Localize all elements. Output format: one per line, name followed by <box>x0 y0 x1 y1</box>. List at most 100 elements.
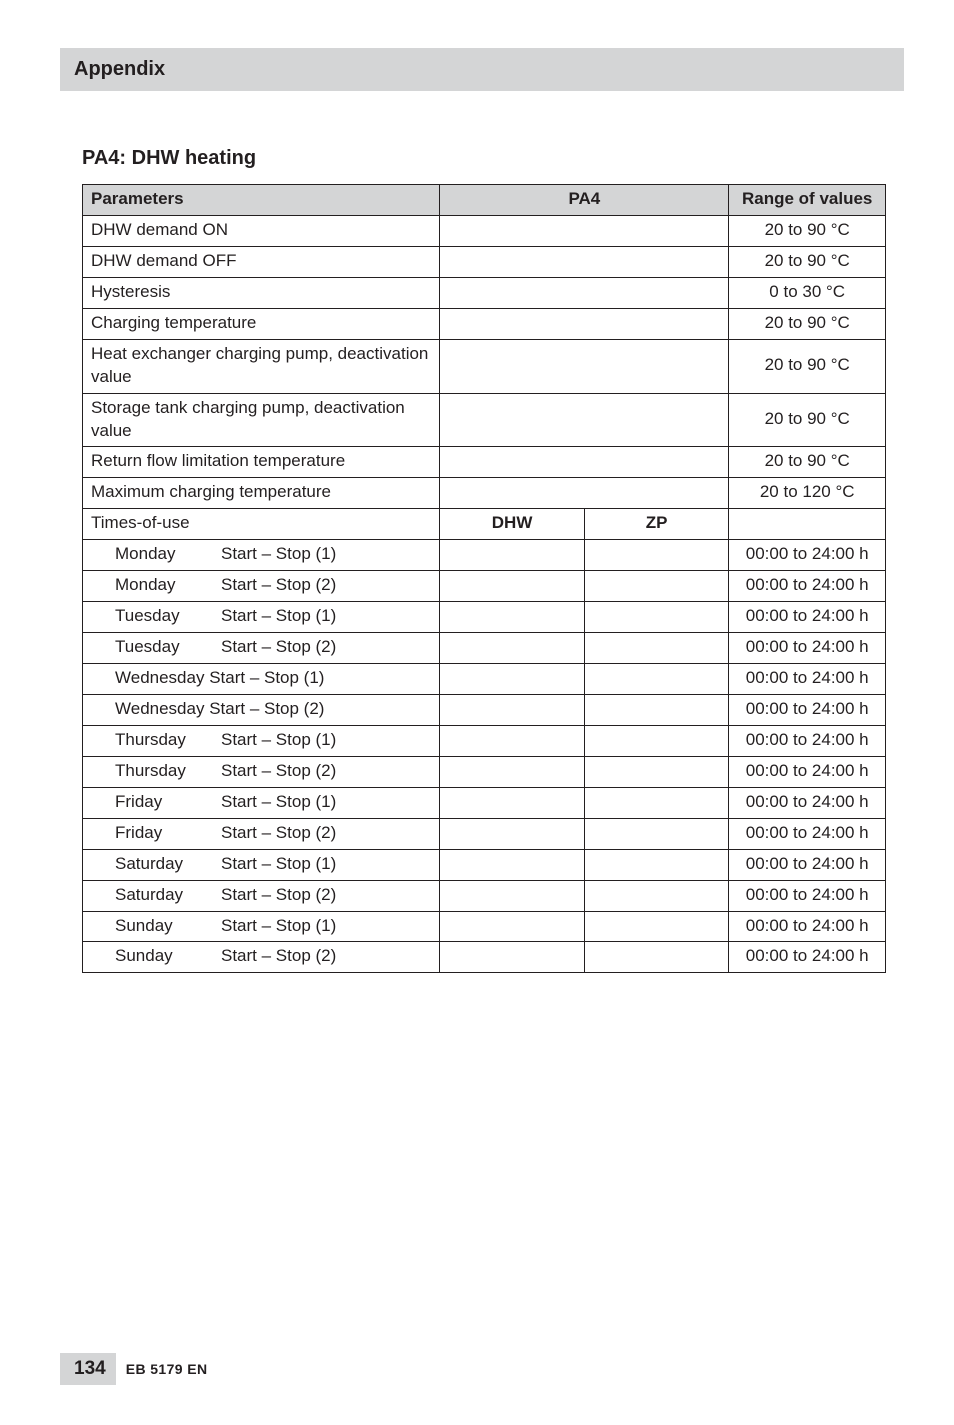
header-bar: Appendix <box>60 48 904 91</box>
schedule-param-cell: SaturdayStart – Stop (2) <box>83 880 440 911</box>
value-cell <box>440 447 729 478</box>
range-cell: 00:00 to 24:00 h <box>729 942 886 973</box>
range-cell: 00:00 to 24:00 h <box>729 880 886 911</box>
range-cell: 20 to 90 °C <box>729 215 886 246</box>
table-row: DHW demand ON 20 to 90 °C <box>83 215 886 246</box>
table-row: Maximum charging temperature20 to 120 °C <box>83 478 886 509</box>
slot-label: Start – Stop (1) <box>221 854 336 873</box>
range-cell: 00:00 to 24:00 h <box>729 756 886 787</box>
value-cell <box>440 215 729 246</box>
day-label: Monday <box>115 574 221 597</box>
table-header-row: Parameters PA4 Range of values <box>83 185 886 216</box>
range-cell: 20 to 90 °C <box>729 339 886 393</box>
day-label: Sunday <box>115 945 221 968</box>
day-label: Monday <box>115 543 221 566</box>
day-label: Sunday <box>115 915 221 938</box>
schedule-row: TuesdayStart – Stop (2) 00:00 to 24:00 h <box>83 633 886 664</box>
slot-label: Start – Stop (2) <box>221 637 336 656</box>
slot-label: Start – Stop (1) <box>221 544 336 563</box>
dhw-cell <box>440 911 585 942</box>
header-title: Appendix <box>74 58 165 80</box>
zp-cell <box>584 571 729 602</box>
subheader-row: Times-of-use DHW ZP <box>83 509 886 540</box>
schedule-row: Wednesday Start – Stop (2) 00:00 to 24:00… <box>83 694 886 725</box>
zp-cell <box>584 849 729 880</box>
schedule-row: SaturdayStart – Stop (1)00:00 to 24:00 h <box>83 849 886 880</box>
zp-cell <box>584 602 729 633</box>
dhw-cell <box>440 880 585 911</box>
range-cell: 00:00 to 24:00 h <box>729 633 886 664</box>
zp-cell <box>584 633 729 664</box>
subhead-zp: ZP <box>584 509 729 540</box>
dhw-cell <box>440 633 585 664</box>
section-title: PA4: DHW heating <box>82 147 886 170</box>
range-cell: 20 to 120 °C <box>729 478 886 509</box>
dhw-cell <box>440 694 585 725</box>
range-cell: 00:00 to 24:00 h <box>729 694 886 725</box>
range-cell-empty <box>729 509 886 540</box>
schedule-param-cell: MondayStart – Stop (2) <box>83 571 440 602</box>
param-cell: Storage tank charging pump, deactivation… <box>83 393 440 447</box>
day-label: Saturday <box>115 884 221 907</box>
schedule-param-cell: MondayStart – Stop (1) <box>83 540 440 571</box>
schedule-param-cell: TuesdayStart – Stop (2) <box>83 633 440 664</box>
col-header-range: Range of values <box>729 185 886 216</box>
range-cell: 20 to 90 °C <box>729 447 886 478</box>
range-cell: 20 to 90 °C <box>729 308 886 339</box>
zp-cell <box>584 756 729 787</box>
param-cell: Hysteresis <box>83 277 440 308</box>
value-cell <box>440 246 729 277</box>
range-cell: 0 to 30 °C <box>729 277 886 308</box>
value-cell <box>440 339 729 393</box>
range-cell: 00:00 to 24:00 h <box>729 725 886 756</box>
day-label: Saturday <box>115 853 221 876</box>
schedule-row: SaturdayStart – Stop (2) 00:00 to 24:00 h <box>83 880 886 911</box>
range-cell: 00:00 to 24:00 h <box>729 911 886 942</box>
range-cell: 20 to 90 °C <box>729 246 886 277</box>
slot-label: Start – Stop (1) <box>221 730 336 749</box>
param-cell: DHW demand ON <box>83 215 440 246</box>
day-label: Thursday <box>115 760 221 783</box>
schedule-row: FridayStart – Stop (1)00:00 to 24:00 h <box>83 787 886 818</box>
day-label: Tuesday <box>115 605 221 628</box>
value-cell <box>440 478 729 509</box>
dhw-cell <box>440 725 585 756</box>
slot-label: Start – Stop (2) <box>221 946 336 965</box>
dhw-cell <box>440 602 585 633</box>
dhw-cell <box>440 756 585 787</box>
schedule-row: ThursdayStart – Stop (2) 00:00 to 24:00 h <box>83 756 886 787</box>
zp-cell <box>584 911 729 942</box>
zp-cell <box>584 540 729 571</box>
page: Appendix PA4: DHW heating Parameters PA4… <box>0 0 954 1425</box>
schedule-param-cell: Wednesday Start – Stop (2) <box>83 694 440 725</box>
schedule-param-cell: Wednesday Start – Stop (1) <box>83 664 440 695</box>
schedule-param-cell: FridayStart – Stop (2) <box>83 818 440 849</box>
day-slot-label: Wednesday Start – Stop (2) <box>115 699 324 718</box>
value-cell <box>440 277 729 308</box>
times-of-use-label: Times-of-use <box>83 509 440 540</box>
dhw-cell <box>440 787 585 818</box>
schedule-row: Wednesday Start – Stop (1) 00:00 to 24:00… <box>83 664 886 695</box>
param-cell: Charging temperature <box>83 308 440 339</box>
range-cell: 00:00 to 24:00 h <box>729 787 886 818</box>
schedule-param-cell: SaturdayStart – Stop (1) <box>83 849 440 880</box>
schedule-row: MondayStart – Stop (2)00:00 to 24:00 h <box>83 571 886 602</box>
schedule-row: FridayStart – Stop (2) 00:00 to 24:00 h <box>83 818 886 849</box>
schedule-param-cell: TuesdayStart – Stop (1) <box>83 602 440 633</box>
param-cell: Heat exchanger charging pump, deactivati… <box>83 339 440 393</box>
table-row: Hysteresis 0 to 30 °C <box>83 277 886 308</box>
range-cell: 00:00 to 24:00 h <box>729 664 886 695</box>
col-header-parameters: Parameters <box>83 185 440 216</box>
value-cell <box>440 308 729 339</box>
schedule-row: MondayStart – Stop (1)00:00 to 24:00 h <box>83 540 886 571</box>
schedule-row: SundayStart – Stop (2) 00:00 to 24:00 h <box>83 942 886 973</box>
document-code: EB 5179 EN <box>126 1361 208 1377</box>
dhw-cell <box>440 571 585 602</box>
dhw-cell <box>440 540 585 571</box>
table-row: Charging temperature 20 to 90 °C <box>83 308 886 339</box>
dhw-cell <box>440 849 585 880</box>
zp-cell <box>584 725 729 756</box>
schedule-param-cell: ThursdayStart – Stop (2) <box>83 756 440 787</box>
zp-cell <box>584 818 729 849</box>
range-cell: 00:00 to 24:00 h <box>729 818 886 849</box>
